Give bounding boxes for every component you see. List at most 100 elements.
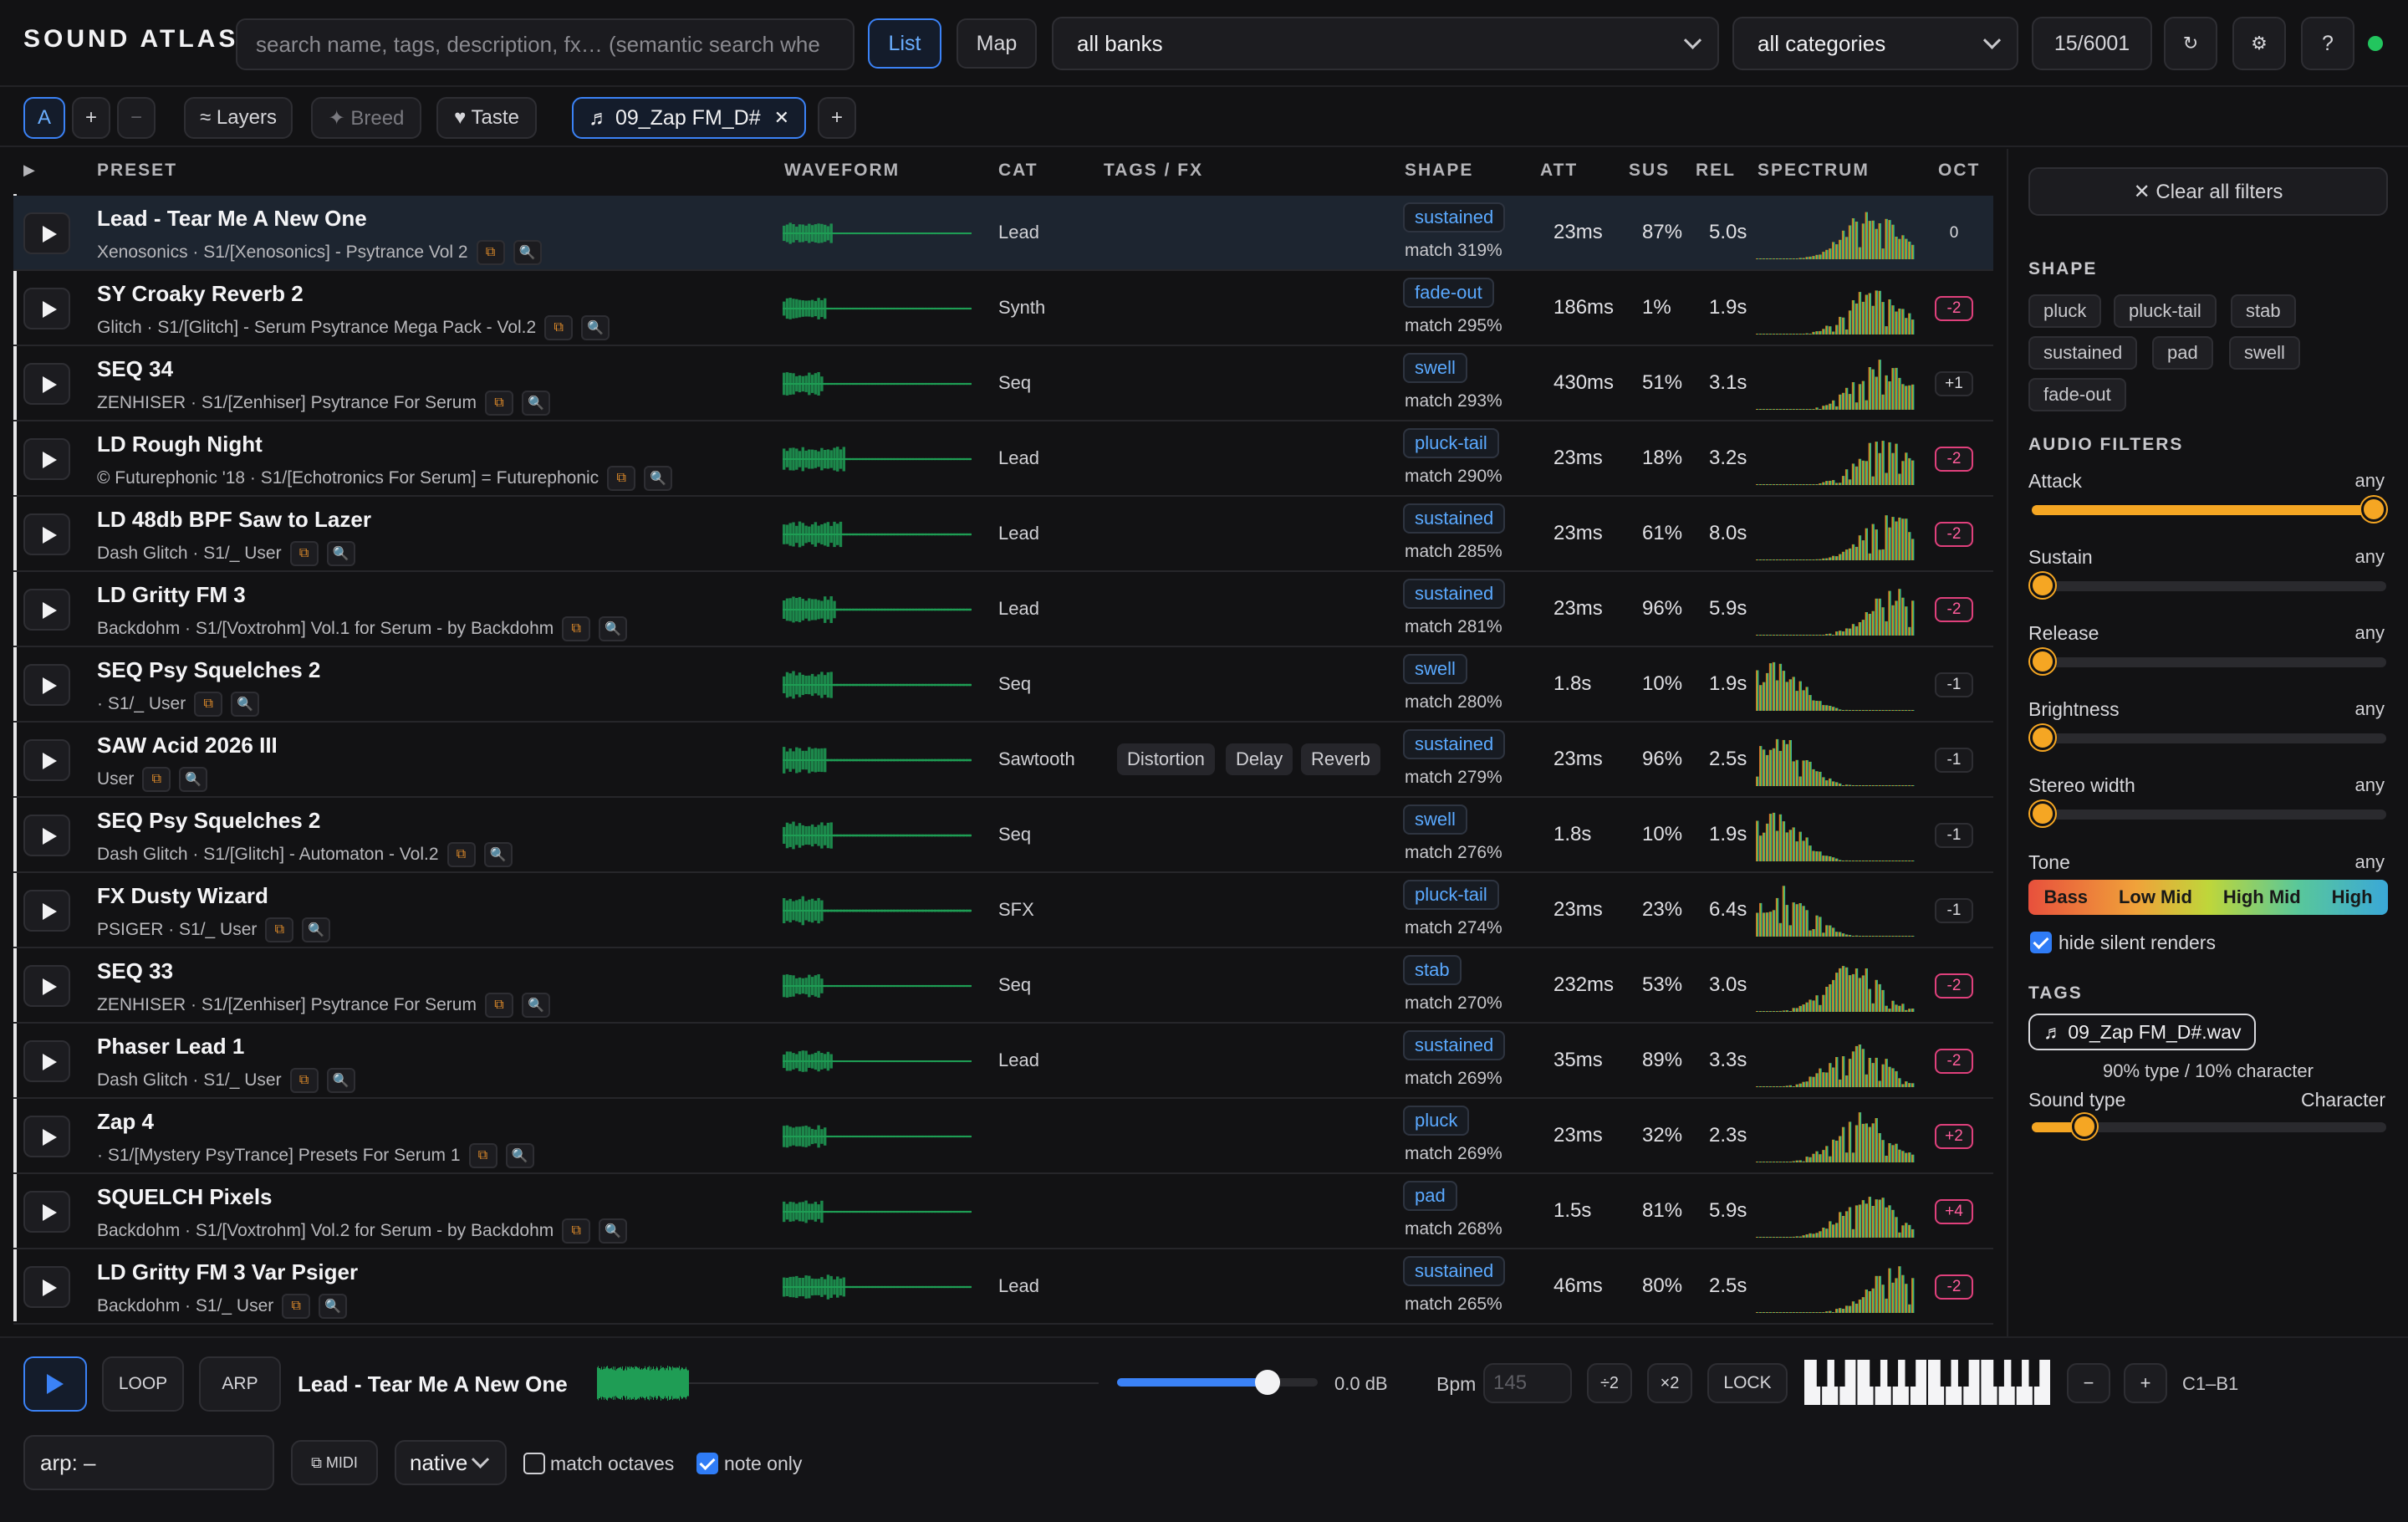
waveform-thumbnail[interactable]	[783, 963, 972, 1009]
shape-badge[interactable]: stab	[1403, 955, 1462, 985]
play-row-button[interactable]	[23, 1266, 70, 1308]
help-button[interactable]: ?	[2301, 17, 2354, 70]
close-icon[interactable]: ✕	[773, 107, 789, 128]
waveform-thumbnail[interactable]	[783, 1189, 972, 1234]
waveform-thumbnail[interactable]	[783, 1114, 972, 1159]
shape-badge[interactable]: sustained	[1403, 503, 1506, 534]
table-row[interactable]: LD Rough Night © Futurephonic '18 · S1/[…	[13, 421, 1993, 497]
arp-button[interactable]: ARP	[199, 1356, 281, 1412]
copy-icon[interactable]: ⧉	[484, 993, 513, 1018]
column-preset[interactable]: PRESET	[97, 161, 178, 180]
shape-badge[interactable]: pluck	[1403, 1106, 1470, 1136]
table-row[interactable]: SY Croaky Reverb 2 Glitch · S1/[Glitch] …	[13, 271, 1993, 346]
shape-badge[interactable]: sustained	[1403, 1256, 1506, 1286]
layers-button[interactable]: ≈ Layers	[184, 97, 293, 139]
search-icon[interactable]: 🔍	[483, 842, 513, 867]
waveform-thumbnail[interactable]	[783, 813, 972, 858]
waveform-thumbnail[interactable]	[783, 888, 972, 933]
fx-tag[interactable]: Delay	[1226, 743, 1293, 775]
table-row[interactable]: SEQ 34 ZENHISER · S1/[Zenhiser] Psytranc…	[13, 346, 1993, 421]
reference-tag[interactable]: ♬ 09_Zap FM_D#.wav	[2028, 1014, 2257, 1050]
table-row[interactable]: SAW Acid 2026 III User ⧉ 🔍 Sawtooth Disto…	[13, 723, 1993, 798]
add-slot-button[interactable]: +	[72, 97, 110, 139]
volume-knob[interactable]	[1255, 1370, 1280, 1395]
waveform-thumbnail[interactable]	[783, 1039, 972, 1084]
table-row[interactable]: LD 48db BPF Saw to Lazer Dash Glitch · S…	[13, 497, 1993, 572]
shape-filter-pill[interactable]: sustained	[2028, 336, 2138, 370]
play-row-button[interactable]	[23, 363, 70, 405]
waveform-thumbnail[interactable]	[783, 1264, 972, 1310]
column-cat[interactable]: CAT	[998, 161, 1038, 180]
shape-badge[interactable]: swell	[1403, 654, 1467, 684]
column-sus[interactable]: SUS	[1629, 161, 1671, 180]
waveform-thumbnail[interactable]	[783, 361, 972, 406]
search-icon[interactable]: 🔍	[581, 315, 610, 340]
table-row[interactable]: SEQ Psy Squelches 2 · S1/_ User ⧉ 🔍 Seq …	[13, 647, 1993, 723]
shape-badge[interactable]: pad	[1403, 1181, 1457, 1211]
remove-slot-button[interactable]: −	[117, 97, 156, 139]
settings-icon[interactable]: ⚙	[2232, 17, 2286, 70]
shape-badge[interactable]: pluck-tail	[1403, 880, 1499, 910]
search-icon[interactable]: 🔍	[179, 767, 208, 792]
active-reference-tab[interactable]: ♬ 09_Zap FM_D# ✕	[572, 97, 806, 139]
search-icon[interactable]: 🔍	[231, 692, 260, 717]
midi-button[interactable]: ⧉ MIDI	[291, 1440, 378, 1485]
mode-select[interactable]: native	[395, 1440, 507, 1485]
shape-filter-pill[interactable]: pluck-tail	[2114, 294, 2217, 328]
lock-button[interactable]: LOCK	[1707, 1363, 1788, 1403]
table-row[interactable]: LD Gritty FM 3 Backdohm · S1/[Voxtrohm] …	[13, 572, 1993, 647]
copy-icon[interactable]: ⧉	[265, 917, 294, 942]
play-row-button[interactable]	[23, 513, 70, 555]
shape-badge[interactable]: fade-out	[1403, 278, 1494, 308]
search-icon[interactable]: 🔍	[326, 1068, 355, 1093]
play-row-button[interactable]	[23, 965, 70, 1007]
copy-icon[interactable]: ⧉	[289, 1068, 319, 1093]
search-icon[interactable]: 🔍	[599, 616, 628, 641]
copy-icon[interactable]: ⧉	[194, 692, 223, 717]
column-oct[interactable]: OCT	[1938, 161, 1981, 180]
search-icon[interactable]: 🔍	[505, 1143, 534, 1168]
play-row-button[interactable]	[23, 438, 70, 480]
copy-icon[interactable]: ⧉	[484, 391, 513, 416]
search-icon[interactable]: 🔍	[521, 993, 550, 1018]
slot-a-button[interactable]: A	[23, 97, 65, 139]
play-icon[interactable]	[23, 1356, 87, 1412]
column-rel[interactable]: REL	[1696, 161, 1736, 180]
play-row-button[interactable]	[23, 1116, 70, 1157]
play-row-button[interactable]	[23, 1040, 70, 1082]
table-row[interactable]: Zap 4 · S1/[Mystery PsyTrance] Presets F…	[13, 1099, 1993, 1174]
copy-icon[interactable]: ⧉	[562, 1218, 591, 1244]
filter-slider-track[interactable]	[2032, 733, 2386, 743]
shape-badge[interactable]: sustained	[1403, 729, 1506, 759]
shape-filter-pill[interactable]: pad	[2152, 336, 2213, 370]
waveform-thumbnail[interactable]	[783, 587, 972, 632]
table-row[interactable]: FX Dusty Wizard PSIGER · S1/_ User ⧉ 🔍 S…	[13, 873, 1993, 948]
octave-up-button[interactable]: +	[2124, 1363, 2167, 1403]
shape-filter-pill[interactable]: pluck	[2028, 294, 2102, 328]
taste-button[interactable]: ♥ Taste	[436, 97, 537, 139]
filter-slider-knob[interactable]	[2030, 725, 2055, 750]
clear-filters-button[interactable]: ✕ Clear all filters	[2028, 167, 2388, 216]
filter-slider-track[interactable]	[2032, 810, 2386, 820]
play-row-button[interactable]	[23, 815, 70, 856]
column-shape[interactable]: SHAPE	[1405, 161, 1474, 180]
playback-waveform[interactable]	[597, 1365, 1099, 1402]
double-bpm-button[interactable]: ×2	[1647, 1363, 1692, 1403]
copy-icon[interactable]: ⧉	[607, 466, 636, 491]
waveform-thumbnail[interactable]	[783, 512, 972, 557]
copy-icon[interactable]: ⧉	[562, 616, 591, 641]
note-only-checkbox[interactable]	[696, 1453, 718, 1474]
copy-icon[interactable]: ⧉	[142, 767, 171, 792]
shape-badge[interactable]: sustained	[1403, 202, 1506, 232]
shape-filter-pill[interactable]: fade-out	[2028, 378, 2126, 411]
mix-slider-knob[interactable]	[2071, 1114, 2097, 1139]
column-att[interactable]: ATT	[1540, 161, 1579, 180]
search-icon[interactable]: 🔍	[319, 1294, 348, 1319]
filter-slider-track[interactable]	[2032, 505, 2386, 515]
tone-band-high-mid[interactable]: High Mid	[2222, 886, 2301, 907]
search-input[interactable]: search name, tags, description, fx… (sem…	[236, 18, 855, 70]
shape-badge[interactable]: pluck-tail	[1403, 428, 1499, 458]
column-tags[interactable]: TAGS / FX	[1104, 161, 1204, 180]
refresh-icon[interactable]: ↻	[2164, 17, 2217, 70]
table-row[interactable]: LD Gritty FM 3 Var Psiger Backdohm · S1/…	[13, 1249, 1993, 1325]
